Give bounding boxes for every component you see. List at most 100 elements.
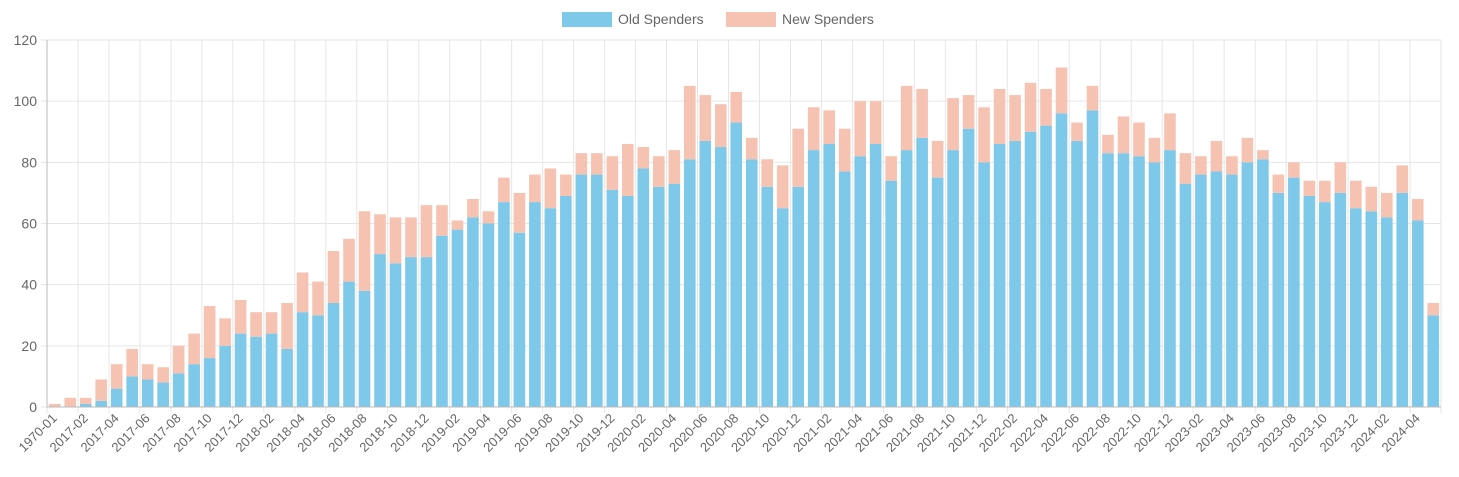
- bar-new-spenders[interactable]: [265, 312, 278, 334]
- bar-old-spenders[interactable]: [405, 257, 417, 407]
- bar-new-spenders[interactable]: [1195, 156, 1207, 175]
- bar-new-spenders[interactable]: [1319, 180, 1331, 203]
- bar-old-spenders[interactable]: [544, 208, 557, 407]
- legend-item-old-spenders[interactable]: Old Spenders: [562, 11, 704, 27]
- bar-new-spenders[interactable]: [1164, 113, 1176, 151]
- bar-old-spenders[interactable]: [203, 358, 216, 407]
- bar-new-spenders[interactable]: [1365, 186, 1378, 212]
- bar-old-spenders[interactable]: [420, 257, 433, 407]
- bar-old-spenders[interactable]: [1086, 110, 1099, 407]
- bar-old-spenders[interactable]: [265, 333, 278, 407]
- bar-old-spenders[interactable]: [1257, 159, 1269, 407]
- bar-old-spenders[interactable]: [1055, 113, 1068, 408]
- bar-old-spenders[interactable]: [1024, 131, 1037, 407]
- bar-old-spenders[interactable]: [281, 348, 293, 407]
- bar-old-spenders[interactable]: [1350, 208, 1362, 407]
- bar-old-spenders[interactable]: [498, 202, 510, 407]
- bar-old-spenders[interactable]: [776, 208, 789, 407]
- bar-old-spenders[interactable]: [1334, 192, 1347, 407]
- bar-old-spenders[interactable]: [172, 373, 185, 407]
- bar-new-spenders[interactable]: [823, 110, 835, 144]
- bar-old-spenders[interactable]: [916, 137, 928, 407]
- bar-old-spenders[interactable]: [1164, 150, 1176, 407]
- bar-old-spenders[interactable]: [1117, 153, 1130, 407]
- bar-old-spenders[interactable]: [1148, 162, 1161, 407]
- bar-new-spenders[interactable]: [389, 217, 402, 264]
- bar-new-spenders[interactable]: [1288, 162, 1300, 178]
- bar-new-spenders[interactable]: [374, 214, 386, 255]
- bar-new-spenders[interactable]: [188, 333, 200, 365]
- bar-old-spenders[interactable]: [374, 254, 386, 407]
- bar-old-spenders[interactable]: [978, 162, 990, 407]
- bar-old-spenders[interactable]: [699, 140, 712, 408]
- bar-old-spenders[interactable]: [792, 186, 805, 407]
- bar-old-spenders[interactable]: [591, 174, 603, 407]
- bar-old-spenders[interactable]: [653, 186, 665, 407]
- bar-old-spenders[interactable]: [1411, 220, 1424, 407]
- bar-old-spenders[interactable]: [761, 186, 774, 407]
- bar-new-spenders[interactable]: [1148, 137, 1161, 163]
- bar-new-spenders[interactable]: [1086, 85, 1099, 111]
- bar-new-spenders[interactable]: [1350, 180, 1362, 209]
- bar-old-spenders[interactable]: [885, 180, 897, 407]
- bar-old-spenders[interactable]: [513, 232, 526, 407]
- bar-old-spenders[interactable]: [157, 382, 169, 407]
- bar-new-spenders[interactable]: [622, 143, 634, 196]
- bar-old-spenders[interactable]: [529, 202, 541, 407]
- bar-old-spenders[interactable]: [1133, 156, 1145, 407]
- bar-new-spenders[interactable]: [1210, 140, 1223, 172]
- bar-old-spenders[interactable]: [606, 189, 619, 407]
- bar-new-spenders[interactable]: [1024, 82, 1037, 132]
- bar-new-spenders[interactable]: [776, 165, 789, 209]
- bar-old-spenders[interactable]: [327, 303, 340, 407]
- bar-old-spenders[interactable]: [823, 143, 835, 407]
- bar-new-spenders[interactable]: [1117, 116, 1130, 154]
- bar-new-spenders[interactable]: [637, 147, 650, 169]
- bar-new-spenders[interactable]: [885, 156, 897, 181]
- bar-old-spenders[interactable]: [838, 171, 851, 407]
- bar-new-spenders[interactable]: [854, 101, 866, 157]
- bar-old-spenders[interactable]: [1102, 153, 1114, 407]
- bar-new-spenders[interactable]: [1380, 192, 1393, 218]
- bar-new-spenders[interactable]: [234, 299, 247, 334]
- bar-old-spenders[interactable]: [451, 229, 464, 407]
- bar-old-spenders[interactable]: [714, 147, 727, 407]
- bar-old-spenders[interactable]: [947, 150, 959, 407]
- bar-new-spenders[interactable]: [1272, 174, 1285, 193]
- bar-new-spenders[interactable]: [157, 367, 169, 383]
- bar-old-spenders[interactable]: [1195, 174, 1207, 407]
- bar-new-spenders[interactable]: [172, 345, 185, 374]
- bar-old-spenders[interactable]: [622, 195, 634, 407]
- bar-old-spenders[interactable]: [1427, 315, 1440, 407]
- bar-old-spenders[interactable]: [854, 156, 866, 407]
- bar-new-spenders[interactable]: [575, 153, 588, 175]
- bar-new-spenders[interactable]: [126, 348, 138, 377]
- bar-new-spenders[interactable]: [931, 140, 944, 178]
- bar-new-spenders[interactable]: [1179, 153, 1192, 184]
- bar-new-spenders[interactable]: [714, 104, 727, 148]
- bar-new-spenders[interactable]: [358, 211, 371, 291]
- bar-new-spenders[interactable]: [79, 397, 92, 404]
- bar-old-spenders[interactable]: [188, 364, 200, 407]
- bar-old-spenders[interactable]: [389, 263, 402, 407]
- bar-new-spenders[interactable]: [869, 101, 882, 144]
- bar-old-spenders[interactable]: [1071, 140, 1083, 408]
- bar-new-spenders[interactable]: [281, 303, 293, 349]
- bar-new-spenders[interactable]: [730, 91, 743, 123]
- bar-new-spenders[interactable]: [513, 192, 526, 233]
- bar-old-spenders[interactable]: [467, 217, 479, 407]
- bar-new-spenders[interactable]: [327, 251, 340, 304]
- bar-new-spenders[interactable]: [699, 95, 712, 141]
- bar-old-spenders[interactable]: [1365, 211, 1378, 407]
- bar-new-spenders[interactable]: [482, 211, 495, 224]
- bar-old-spenders[interactable]: [1040, 125, 1052, 407]
- bar-new-spenders[interactable]: [1396, 165, 1409, 193]
- bar-old-spenders[interactable]: [807, 150, 820, 407]
- bar-old-spenders[interactable]: [1303, 195, 1316, 407]
- bar-new-spenders[interactable]: [1257, 150, 1269, 160]
- bar-new-spenders[interactable]: [745, 137, 758, 160]
- bar-old-spenders[interactable]: [1210, 171, 1223, 407]
- bar-old-spenders[interactable]: [1272, 192, 1285, 407]
- bar-old-spenders[interactable]: [219, 345, 231, 407]
- bar-old-spenders[interactable]: [668, 183, 681, 407]
